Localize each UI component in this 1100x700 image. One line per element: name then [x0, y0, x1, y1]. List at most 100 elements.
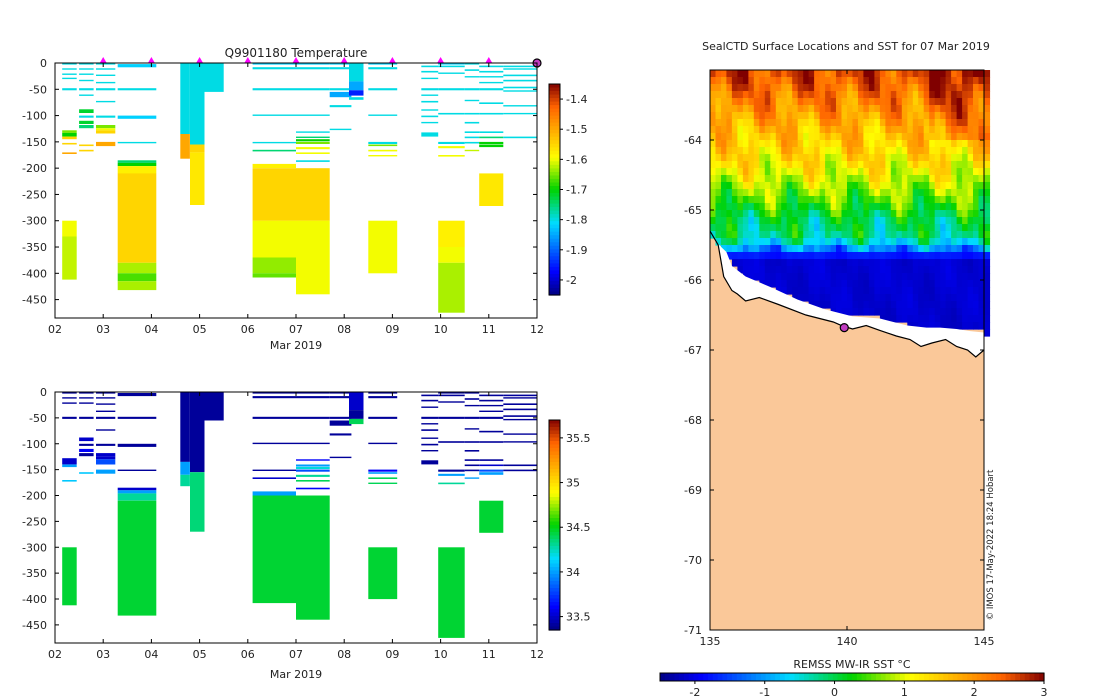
sst-cell: [731, 224, 738, 232]
sst-cell: [841, 119, 848, 127]
sst-cell: [945, 168, 952, 176]
sst-cell: [775, 266, 782, 274]
sst-cell: [797, 84, 804, 92]
salinity-section-plot: 02 03 04 05 06 07 08 09 10 11 12 0-50-100-150-200-…: [22, 386, 590, 681]
sst-cell: [901, 266, 908, 274]
temperature-colorbar-step: [549, 147, 560, 152]
sst-cell: [781, 273, 788, 281]
salinity-cell: [503, 403, 537, 405]
sst-cell: [858, 273, 865, 281]
sst-cell: [841, 217, 848, 225]
map-colorbar-step: [952, 673, 959, 681]
sst-cell: [803, 266, 810, 274]
sst-cell: [797, 175, 804, 183]
sst-cell: [945, 217, 952, 225]
sst-cell: [918, 189, 925, 197]
sst-cell: [896, 217, 903, 225]
temperature-colorbar-step: [549, 214, 560, 219]
salinity-colorbar-step: [549, 609, 560, 614]
sst-cell: [710, 84, 717, 92]
sst-cell: [879, 203, 886, 211]
map-colorbar-step: [938, 673, 944, 681]
sst-cell: [951, 210, 958, 218]
sst-cell: [836, 147, 843, 155]
salinity-colorbar-step: [549, 469, 560, 474]
sst-cell: [858, 133, 865, 141]
sst-cell: [912, 301, 919, 309]
temperature-cell: [479, 112, 504, 115]
sst-cell: [896, 238, 903, 246]
sst-cell: [885, 203, 892, 211]
sst-cell: [753, 147, 760, 155]
sst-cell: [786, 189, 793, 197]
temperature-cell: [96, 115, 116, 118]
sst-cell: [879, 147, 886, 155]
sst-cell: [918, 294, 925, 302]
sst-cell: [896, 105, 903, 113]
sst-cell: [890, 308, 897, 316]
sst-cell: [874, 259, 881, 267]
salinity-cell: [438, 469, 465, 472]
map-colorbar-step: [717, 673, 723, 681]
sst-cell: [781, 168, 788, 176]
sst-cell: [710, 112, 717, 120]
sst-cell: [737, 224, 744, 232]
sst-cell: [868, 196, 875, 204]
sst-cell: [973, 259, 980, 267]
sst-cell: [742, 231, 749, 239]
sst-cell: [830, 287, 837, 295]
salinity-cell: [421, 394, 439, 397]
sst-cell: [918, 245, 925, 253]
sst-cell: [852, 217, 859, 225]
map-colorbar-step: [981, 673, 987, 681]
sst-cell: [781, 126, 788, 134]
sst-cell: [742, 259, 749, 267]
sst-cell: [841, 147, 848, 155]
sst-cell: [852, 294, 859, 302]
sst-cell: [830, 203, 837, 211]
sst-cell: [923, 294, 930, 302]
sst-cell: [786, 112, 793, 120]
map-colorbar-step: [736, 673, 743, 681]
salinity-cell: [79, 416, 94, 419]
sst-cell: [825, 126, 832, 134]
sst-cell: [808, 238, 815, 246]
salinity-cell: [62, 458, 77, 465]
sst-cell: [901, 154, 908, 162]
sst-cell: [792, 224, 799, 232]
sst-cell: [929, 224, 936, 232]
sst-cell: [748, 238, 755, 246]
sst-cell: [901, 224, 908, 232]
sst-cell: [797, 147, 804, 155]
sst-cell: [940, 252, 947, 260]
sst-cell: [775, 105, 782, 113]
sst-cell: [808, 119, 815, 127]
sst-cell: [896, 301, 903, 309]
sst-cell: [825, 112, 832, 120]
sst-cell: [956, 112, 963, 120]
sst-cell: [912, 322, 919, 330]
sst-cell: [836, 301, 843, 309]
salinity-colorbar-step: [549, 476, 560, 481]
sst-cell: [786, 154, 793, 162]
salinity-colorbar-step: [549, 581, 560, 586]
sst-cell: [759, 168, 766, 176]
map-colorbar-step: [828, 673, 834, 681]
sst-cell: [797, 189, 804, 197]
sst-cell: [901, 98, 908, 106]
sst-cell: [748, 147, 755, 155]
map-colorbar-step: [741, 673, 747, 681]
sst-cell: [901, 245, 908, 253]
sst-cell: [808, 231, 815, 239]
sst-cell: [819, 98, 826, 106]
sst-cell: [978, 168, 985, 176]
sst-cell: [825, 259, 832, 267]
sst-cell: [951, 308, 958, 316]
map-sst-field: [710, 70, 991, 337]
sst-cell: [737, 231, 744, 239]
sst-cell: [742, 119, 749, 127]
sst-cell: [847, 182, 854, 190]
sst-cell: [852, 301, 859, 309]
sst-cell: [940, 224, 947, 232]
sst-cell: [874, 119, 881, 127]
